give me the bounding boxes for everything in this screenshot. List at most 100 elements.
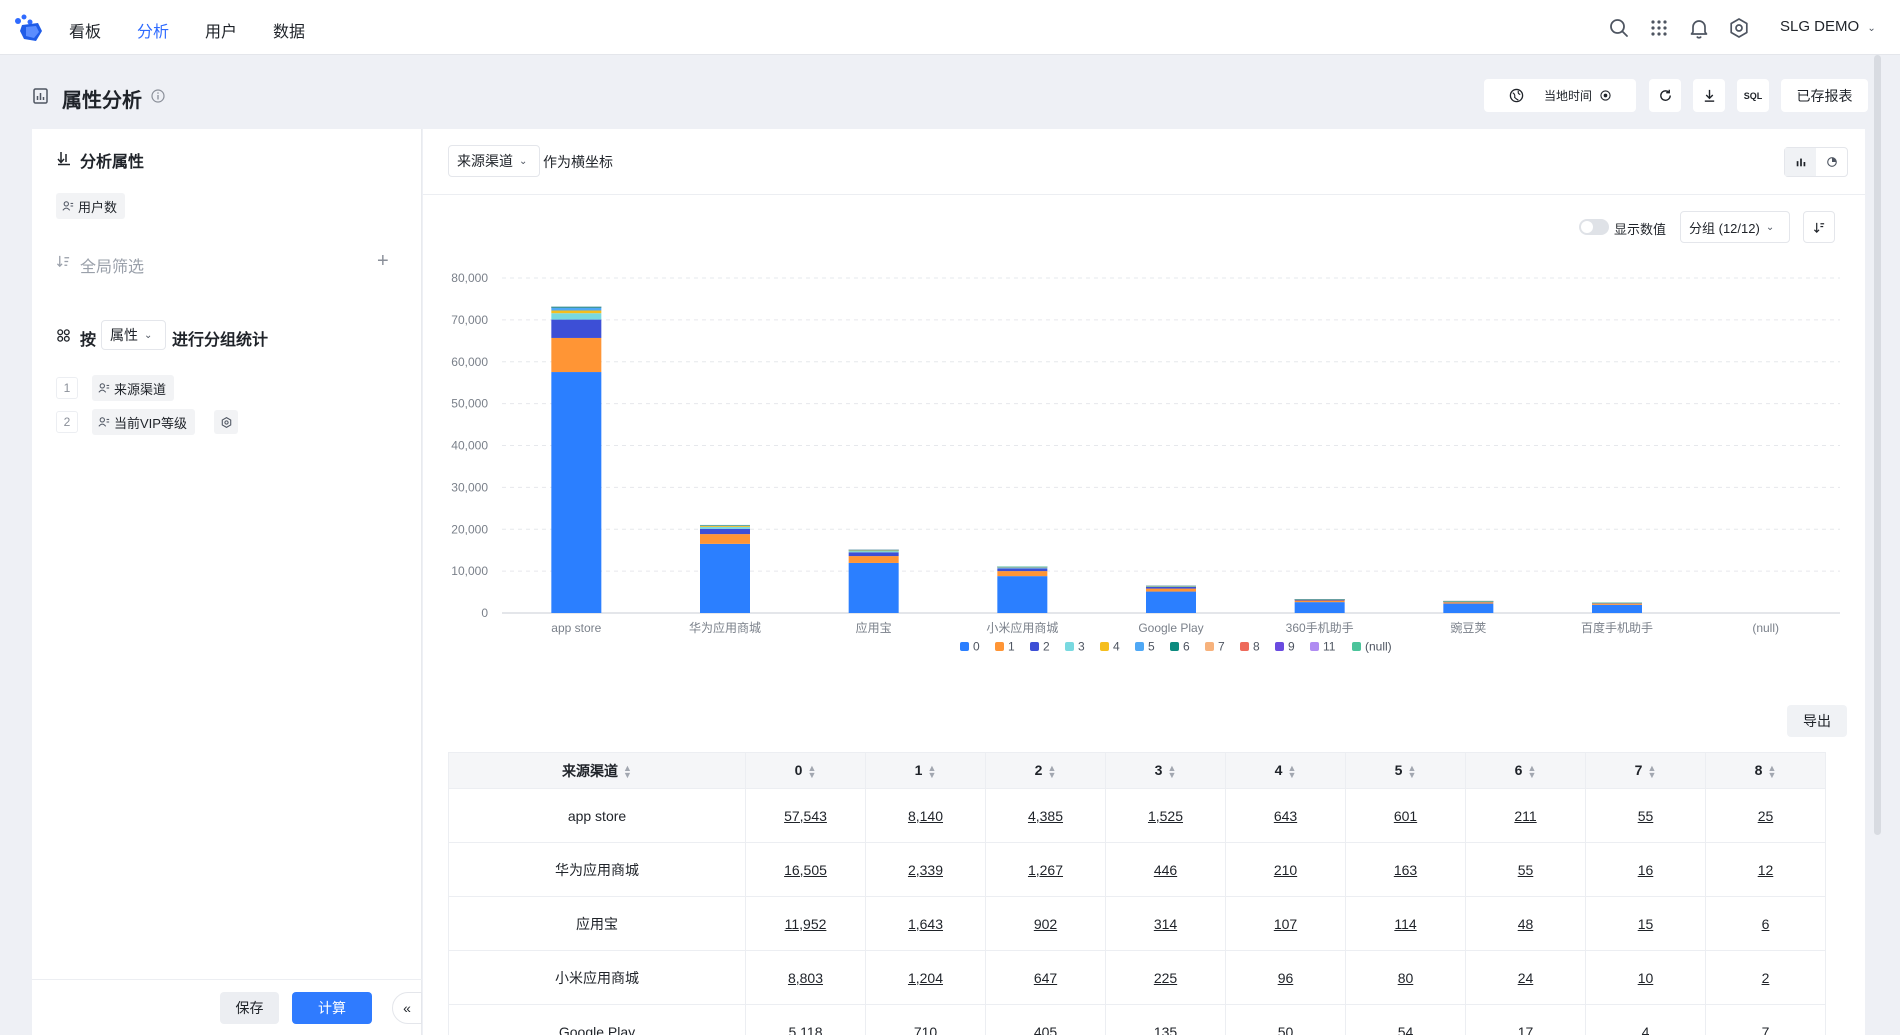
column-header[interactable]: 3 ▲ ▼ — [1105, 752, 1226, 789]
table-cell-value[interactable]: 16 — [1585, 842, 1706, 897]
table-cell-value[interactable]: 643 — [1225, 788, 1346, 843]
table-cell-value[interactable]: 2,339 — [865, 842, 986, 897]
table-cell-value[interactable]: 225 — [1105, 950, 1226, 1005]
table-cell-value[interactable]: 405 — [985, 1004, 1106, 1035]
table-cell-value[interactable]: 55 — [1585, 788, 1706, 843]
nav-item-users[interactable]: 用户 — [205, 24, 238, 41]
pie-chart-view-button[interactable] — [1816, 148, 1847, 176]
column-header[interactable]: 2 ▲ ▼ — [985, 752, 1106, 789]
table-cell-value[interactable]: 57,543 — [745, 788, 866, 843]
sort-caret-icon[interactable]: ▲ ▼ — [1647, 762, 1657, 780]
table-cell-value[interactable]: 96 — [1225, 950, 1346, 1005]
column-header[interactable]: 6 ▲ ▼ — [1465, 752, 1586, 789]
stacked-bar-chart[interactable]: 0 10,000 20,000 30,000 40,000 50,000 60,000 70,… — [440, 265, 1840, 665]
save-button[interactable]: 保存 — [220, 992, 279, 1024]
group-type-select[interactable]: 属性 ⌄ — [101, 320, 166, 350]
table-cell-value[interactable]: 135 — [1105, 1004, 1226, 1035]
x-axis-dimension-select[interactable]: 来源渠道 ⌄ — [448, 145, 540, 177]
sort-caret-icon[interactable]: ▲ ▼ — [1167, 762, 1177, 780]
group-chip-source-channel[interactable]: 来源渠道 — [92, 375, 175, 401]
table-cell-value[interactable]: 55 — [1465, 842, 1586, 897]
table-cell-value[interactable]: 314 — [1105, 896, 1226, 951]
timezone-button[interactable]: 当地时间 — [1484, 79, 1636, 112]
table-cell-value[interactable]: 50 — [1225, 1004, 1346, 1035]
brand-logo-icon[interactable] — [12, 13, 46, 43]
apps-grid-icon[interactable] — [1647, 16, 1671, 40]
table-cell-value[interactable]: 114 — [1345, 896, 1466, 951]
table-cell-value[interactable]: 211 — [1465, 788, 1586, 843]
table-cell-value[interactable]: 4,385 — [985, 788, 1106, 843]
bar-chart-view-button[interactable] — [1785, 148, 1816, 176]
download-button[interactable] — [1693, 79, 1725, 112]
table-cell-value[interactable]: 2 — [1705, 950, 1826, 1005]
table-cell-value[interactable]: 6 — [1705, 896, 1826, 951]
table-cell-value[interactable]: 17 — [1465, 1004, 1586, 1035]
table-cell-value[interactable]: 1,204 — [865, 950, 986, 1005]
sort-caret-icon[interactable]: ▲ ▼ — [1767, 762, 1777, 780]
table-cell-value[interactable]: 16,505 — [745, 842, 866, 897]
sort-order-button[interactable] — [1803, 211, 1835, 243]
table-cell-value[interactable]: 1,525 — [1105, 788, 1226, 843]
column-header[interactable]: 5 ▲ ▼ — [1345, 752, 1466, 789]
group-settings-button[interactable] — [214, 410, 238, 434]
group-chip-vip-level[interactable]: 当前VIP等级 — [92, 409, 195, 435]
sort-caret-icon[interactable]: ▲ ▼ — [807, 762, 817, 780]
column-header[interactable]: 来源渠道 ▲ ▼ — [448, 752, 746, 789]
column-header[interactable]: 8 ▲ ▼ — [1705, 752, 1826, 789]
info-icon[interactable] — [151, 89, 165, 103]
table-cell-value[interactable]: 54 — [1345, 1004, 1466, 1035]
sql-button[interactable]: SQL — [1737, 79, 1769, 112]
sort-caret-icon[interactable]: ▲ ▼ — [927, 762, 937, 780]
sort-caret-icon[interactable]: ▲ ▼ — [623, 762, 632, 780]
table-cell-value[interactable]: 163 — [1345, 842, 1466, 897]
account-menu[interactable]: SLG DEMO ⌄ — [1780, 18, 1876, 35]
column-header[interactable]: 4 ▲ ▼ — [1225, 752, 1346, 789]
sort-caret-icon[interactable]: ▲ ▼ — [1407, 762, 1417, 780]
sort-caret-icon[interactable]: ▲ ▼ — [1527, 762, 1537, 780]
table-cell-value[interactable]: 11,952 — [745, 896, 866, 951]
table-cell-value[interactable]: 902 — [985, 896, 1106, 951]
table-cell-value[interactable]: 7 — [1705, 1004, 1826, 1035]
table-cell-value[interactable]: 107 — [1225, 896, 1346, 951]
table-cell-value[interactable]: 15 — [1585, 896, 1706, 951]
table-cell-value[interactable]: 80 — [1345, 950, 1466, 1005]
table-cell-value[interactable]: 5,118 — [745, 1004, 866, 1035]
show-values-toggle[interactable] — [1579, 219, 1609, 235]
table-cell-value[interactable]: 4 — [1585, 1004, 1706, 1035]
table-cell-value[interactable]: 210 — [1225, 842, 1346, 897]
nav-item-dashboard[interactable]: 看板 — [69, 24, 102, 41]
table-cell-value[interactable]: 10 — [1585, 950, 1706, 1005]
sort-caret-icon[interactable]: ▲ ▼ — [1287, 762, 1297, 780]
column-header[interactable]: 0 ▲ ▼ — [745, 752, 866, 789]
table-cell-value[interactable]: 48 — [1465, 896, 1586, 951]
sort-caret-icon[interactable]: ▲ ▼ — [1047, 762, 1057, 780]
table-cell-value[interactable]: 25 — [1705, 788, 1826, 843]
bell-icon[interactable] — [1687, 16, 1711, 40]
settings-icon[interactable] — [1727, 16, 1751, 40]
refresh-button[interactable] — [1649, 79, 1681, 112]
export-button[interactable]: 导出 — [1787, 705, 1847, 737]
collapse-panel-button[interactable]: « — [392, 992, 422, 1024]
table-cell-value[interactable]: 24 — [1465, 950, 1586, 1005]
saved-reports-button[interactable]: 已存报表 — [1781, 79, 1868, 112]
table-cell-value[interactable]: 12 — [1705, 842, 1826, 897]
series-group-select[interactable]: 分组 (12/12) ⌄ — [1680, 211, 1790, 243]
table-cell-value[interactable]: 1,267 — [985, 842, 1106, 897]
nav-item-data[interactable]: 数据 — [273, 24, 306, 41]
global-filter-label[interactable]: 全局筛选 — [80, 259, 145, 276]
table-cell-value[interactable]: 647 — [985, 950, 1106, 1005]
page-scrollbar[interactable] — [1874, 55, 1881, 835]
table-cell-value[interactable]: 601 — [1345, 788, 1466, 843]
table-cell-value[interactable]: 8,803 — [745, 950, 866, 1005]
search-icon[interactable] — [1607, 16, 1631, 40]
table-cell-value[interactable]: 446 — [1105, 842, 1226, 897]
column-header[interactable]: 1 ▲ ▼ — [865, 752, 986, 789]
nav-item-analysis[interactable]: 分析 — [137, 24, 170, 41]
table-cell-value[interactable]: 1,643 — [865, 896, 986, 951]
column-header[interactable]: 7 ▲ ▼ — [1585, 752, 1706, 789]
calculate-button[interactable]: 计算 — [292, 992, 372, 1024]
table-cell-value[interactable]: 8,140 — [865, 788, 986, 843]
add-filter-plus-icon[interactable]: + — [377, 250, 389, 272]
metric-chip-user-count[interactable]: 用户数 — [56, 193, 126, 219]
table-cell-value[interactable]: 710 — [865, 1004, 986, 1035]
